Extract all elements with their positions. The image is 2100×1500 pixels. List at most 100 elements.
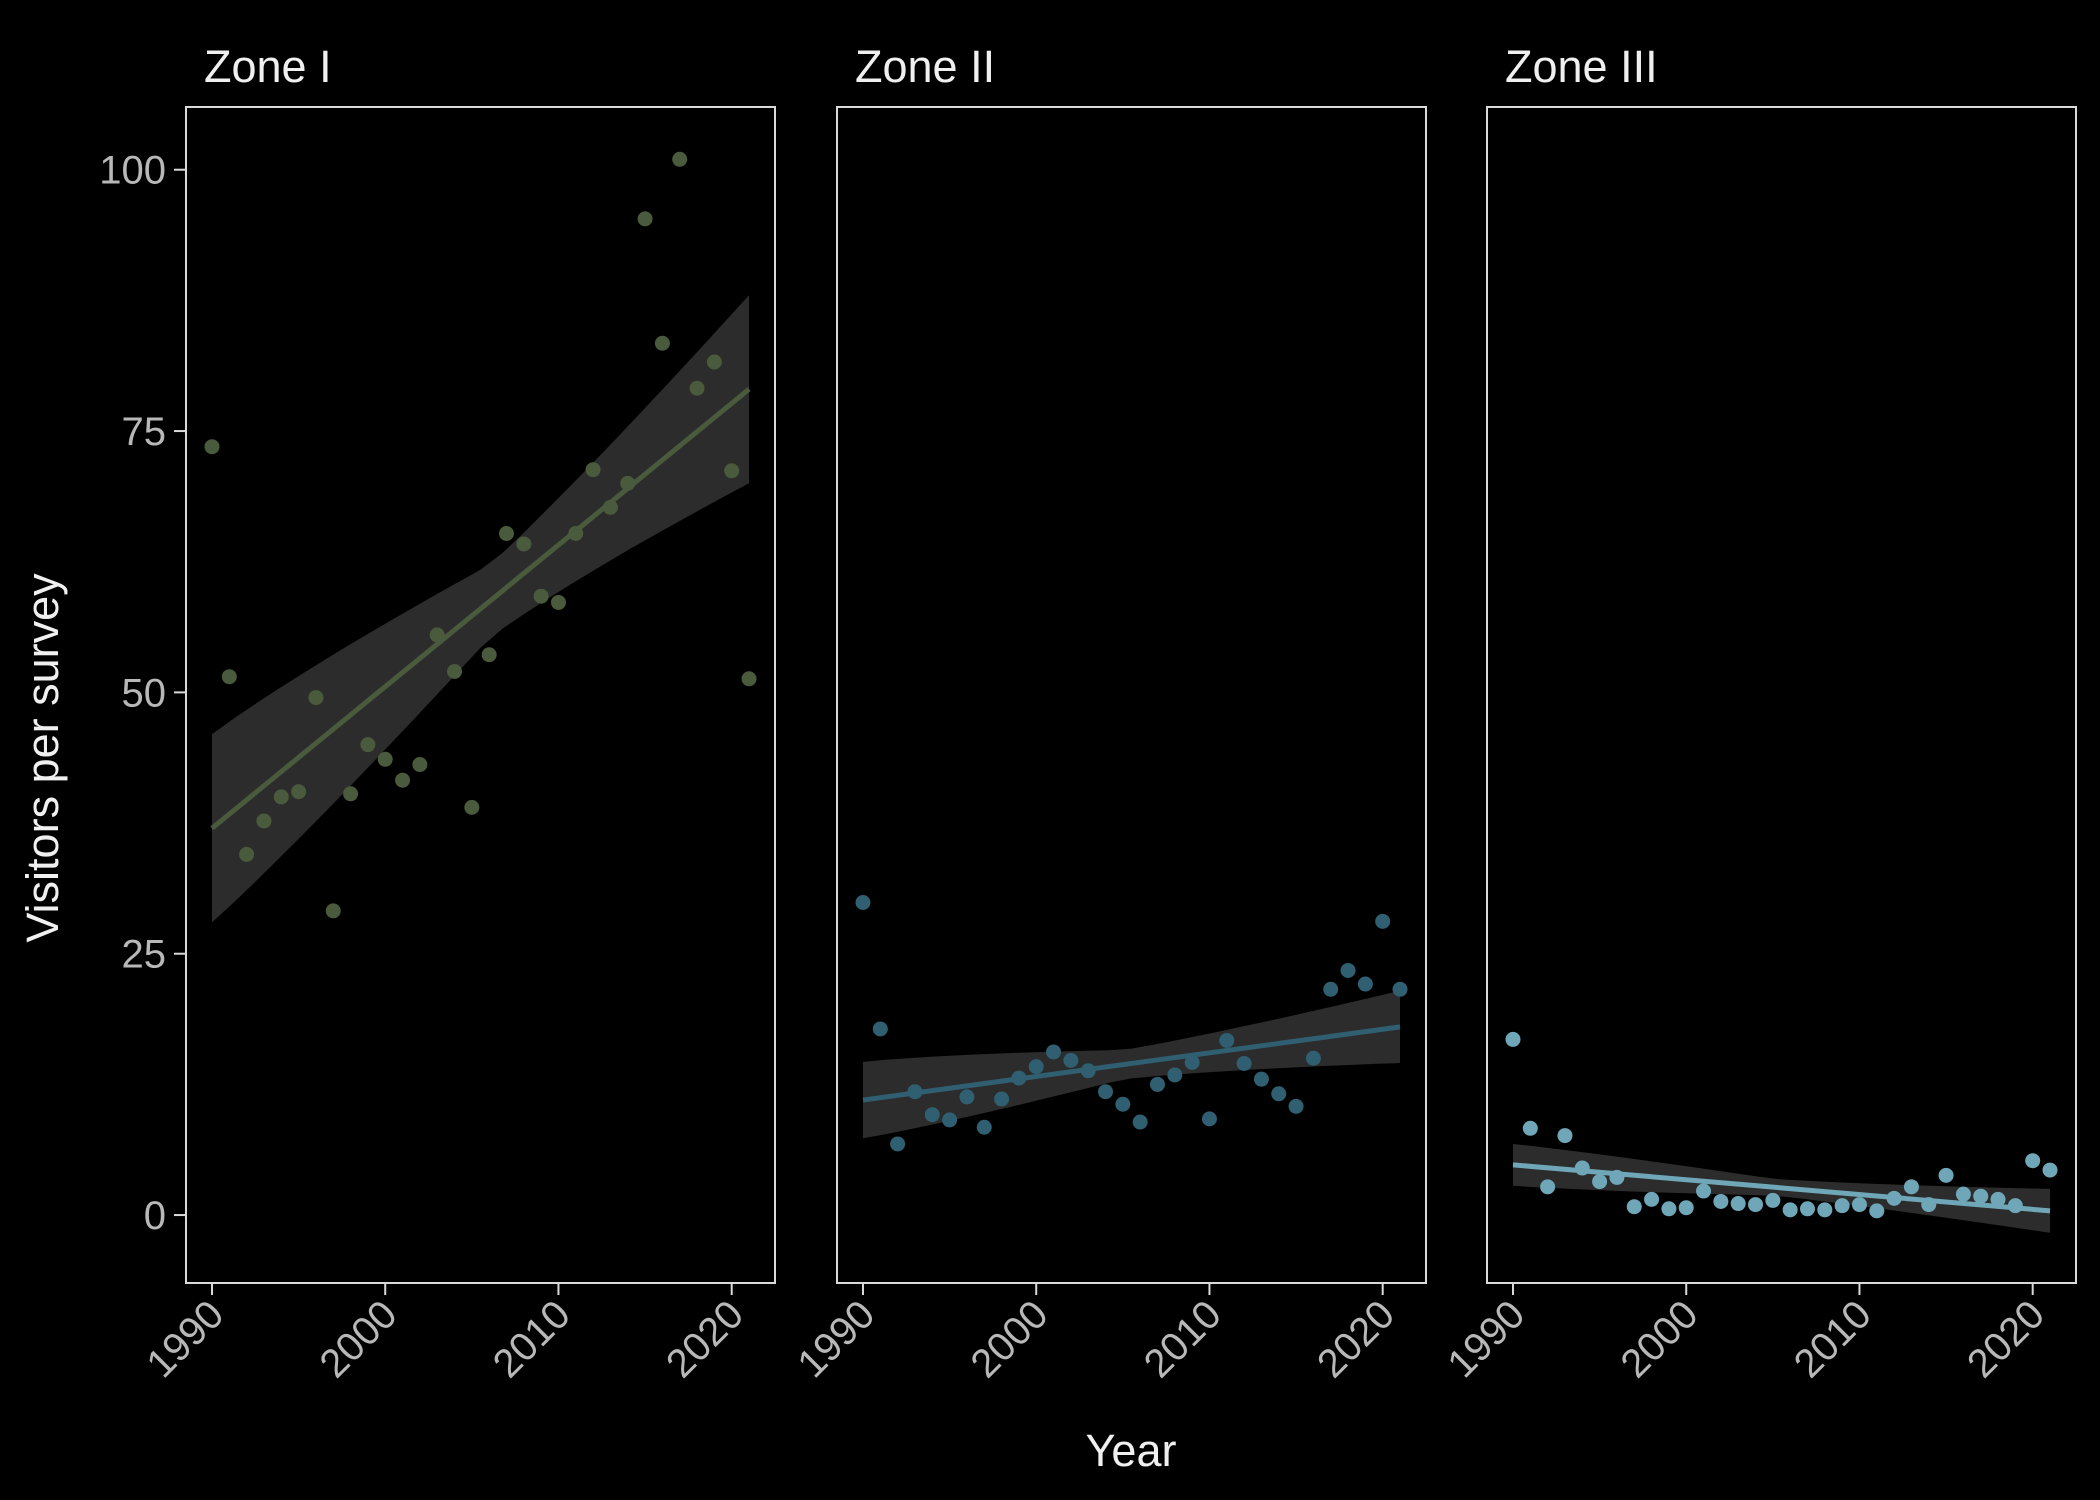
data-point [1219,1032,1235,1048]
data-point [1392,981,1408,997]
data-point [343,786,359,802]
data-point [498,525,514,541]
data-point [1938,1167,1954,1183]
data-point [1522,1120,1538,1136]
data-point [1236,1055,1252,1071]
data-point [1557,1128,1573,1144]
y-tick-label: 50 [122,671,167,715]
data-point [1955,1186,1971,1202]
data-point [1340,962,1356,978]
data-point [412,757,428,773]
data-point [1046,1044,1062,1060]
data-point [1271,1086,1287,1102]
y-tick-label: 100 [99,149,166,193]
data-point [1323,981,1339,997]
data-point [1678,1200,1694,1216]
data-point [1799,1201,1815,1217]
data-point [706,354,722,370]
data-point [464,799,480,815]
data-point [1305,1050,1321,1066]
data-point [1080,1063,1096,1079]
data-point [689,380,705,396]
data-point [481,647,497,663]
data-point [429,627,445,643]
data-point [1661,1201,1677,1217]
data-point [1011,1070,1027,1086]
data-point [585,462,601,478]
data-point [1903,1179,1919,1195]
data-point [1288,1098,1304,1114]
data-point [654,335,670,351]
data-point [1886,1190,1902,1206]
data-point [1609,1169,1625,1185]
data-point [1375,913,1391,929]
data-point [872,1021,888,1037]
data-point [1713,1193,1729,1209]
data-point [1201,1111,1217,1127]
data-point [1184,1054,1200,1070]
data-point [724,463,740,479]
panel-title: Zone III [1505,41,1658,92]
data-point [1990,1191,2006,1207]
panel-border [1486,106,2077,1284]
data-point [239,846,255,862]
data-point [550,594,566,610]
data-point [308,690,324,706]
y-axis: 0 25 50 75 100 [99,149,186,1238]
trend-line [862,1024,1401,1103]
data-point [855,894,871,910]
data-point [994,1091,1010,1107]
data-point [942,1112,958,1128]
x-axis-title: Year [1086,1425,1177,1476]
y-tick-label: 25 [122,933,167,977]
data-point [204,439,220,455]
data-point [1098,1084,1114,1100]
panel-title: Zone II [855,41,995,92]
data-point [395,772,411,788]
data-point [1973,1188,1989,1204]
data-point [1730,1196,1746,1212]
data-point [1167,1067,1183,1083]
data-point [221,669,237,685]
data-point [325,903,341,919]
data-point [1115,1096,1131,1112]
data-point [1696,1183,1712,1199]
data-point [1028,1059,1044,1075]
data-point [890,1136,906,1152]
data-point [1505,1031,1521,1047]
data-point [1063,1052,1079,1068]
data-point [256,813,272,829]
data-point [377,751,393,767]
data-point [1834,1198,1850,1214]
data-point [516,536,532,552]
data-point [1782,1202,1798,1218]
data-point [360,737,376,753]
data-point [291,784,307,800]
data-point [1765,1192,1781,1208]
data-point [924,1107,940,1123]
data-point [568,525,584,541]
data-point [1357,976,1373,992]
panel-title: Zone I [204,41,332,92]
data-point [1817,1202,1833,1218]
data-point [1574,1160,1590,1176]
data-point [1540,1179,1556,1195]
data-point [1869,1203,1885,1219]
data-point [1132,1114,1148,1130]
trend-line [210,387,751,831]
data-point [2007,1198,2023,1214]
data-point [620,475,636,491]
data-point [1592,1174,1608,1190]
data-point [637,211,653,227]
data-point [1149,1076,1165,1092]
data-point [976,1119,992,1135]
trend-line [1512,1162,2051,1214]
panel-border [836,106,1427,1284]
data-point [2042,1162,2058,1178]
data-point [273,789,289,805]
panel-border [185,106,776,1284]
data-point [533,588,549,604]
data-point [1644,1191,1660,1207]
data-point [1626,1199,1642,1215]
